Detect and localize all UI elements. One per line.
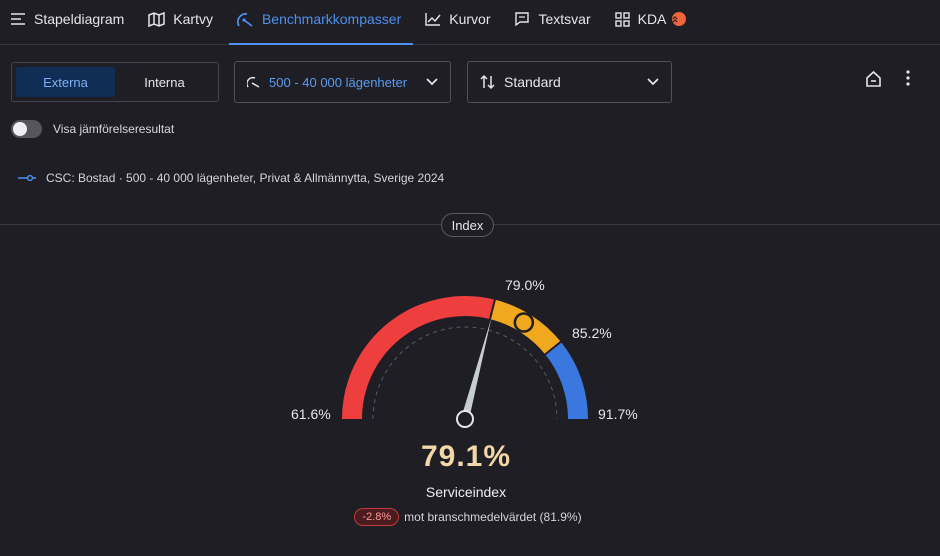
tab-label: Kurvor [449,11,491,27]
gauge-value: 79.1% [420,440,512,473]
legend-text: CSC: Bostad · 500 - 40 000 lägenheter, P… [46,171,445,185]
compass-icon [237,12,253,27]
tab-label: Kartvy [173,11,213,27]
benchmark-marker [513,312,535,333]
chevron-down-icon [426,78,438,86]
home-icon [865,70,881,87]
line-chart-icon [425,13,441,26]
delta-badge: -2.8% [354,508,400,526]
tab-label: Textsvar [538,11,591,27]
more-options-button[interactable] [897,67,919,89]
gauge-max-label: 91.7% [598,406,638,422]
tab-textsvar[interactable]: Textsvar [514,0,602,45]
home-button[interactable] [862,67,884,89]
sort-dropdown-value: Standard [504,74,561,90]
tab-kartvy[interactable]: Kartvy [148,0,225,45]
gauge-threshold-tick [488,298,497,321]
gauge-threshold-label-1: 79.0% [505,277,545,293]
tab-label: Stapeldiagram [34,11,125,27]
map-icon [148,11,166,27]
metric-name: Serviceindex [425,484,507,500]
comparison-toggle[interactable] [11,120,42,138]
gauge-arc-high [545,341,588,420]
index-section-label: Index [441,213,494,237]
gauge-arc-low [342,296,495,420]
gauge-min-label: 61.6% [291,406,331,422]
segment-interna[interactable]: Interna [144,74,185,90]
tab-label: Benchmarkkompasser [261,11,402,27]
gauge-inner-dashed-arc [372,326,558,420]
gauge-arc-mid [489,299,561,355]
lines-icon [11,13,25,25]
gauge-needle [461,317,492,421]
gauge-threshold-label-2: 85.2% [572,325,612,341]
chat-icon [515,12,530,27]
compass-icon [247,76,260,88]
delta-text: mot branschmedelvärdet (81.9%) [404,510,582,524]
chevron-down-icon [647,78,659,86]
series-legend: CSC: Bostad · 500 - 40 000 lägenheter, P… [18,171,444,185]
notification-badge-icon [672,12,687,26]
tab-benchmarkkompasser[interactable]: Benchmarkkompasser [228,0,414,45]
sort-icon [480,74,495,90]
delta-row: -2.8% mot branschmedelvärdet (81.9%) [0,508,936,526]
gauge-threshold-tick [543,340,563,356]
sort-dropdown[interactable]: Standard [467,61,672,103]
top-navigation: Stapeldiagram Kartvy Benchmarkkompasser … [0,0,940,45]
more-vertical-icon [906,70,910,86]
size-dropdown-value: 500 - 40 000 lägenheter [269,74,408,90]
tab-kda[interactable]: KDA [614,0,699,45]
series-line-icon [18,174,36,182]
tab-stapeldiagram[interactable]: Stapeldiagram [10,0,136,45]
tab-kurvor[interactable]: Kurvor [425,0,502,45]
external-internal-segment: Externa Interna [11,62,219,102]
tab-label: KDA [637,11,667,27]
gauge-needle-hub [456,410,474,428]
size-dropdown[interactable]: 500 - 40 000 lägenheter [234,61,451,103]
segment-externa[interactable]: Externa [16,67,115,97]
grid-icon [614,11,630,27]
comparison-toggle-label: Visa jämförelseresultat [53,122,175,136]
